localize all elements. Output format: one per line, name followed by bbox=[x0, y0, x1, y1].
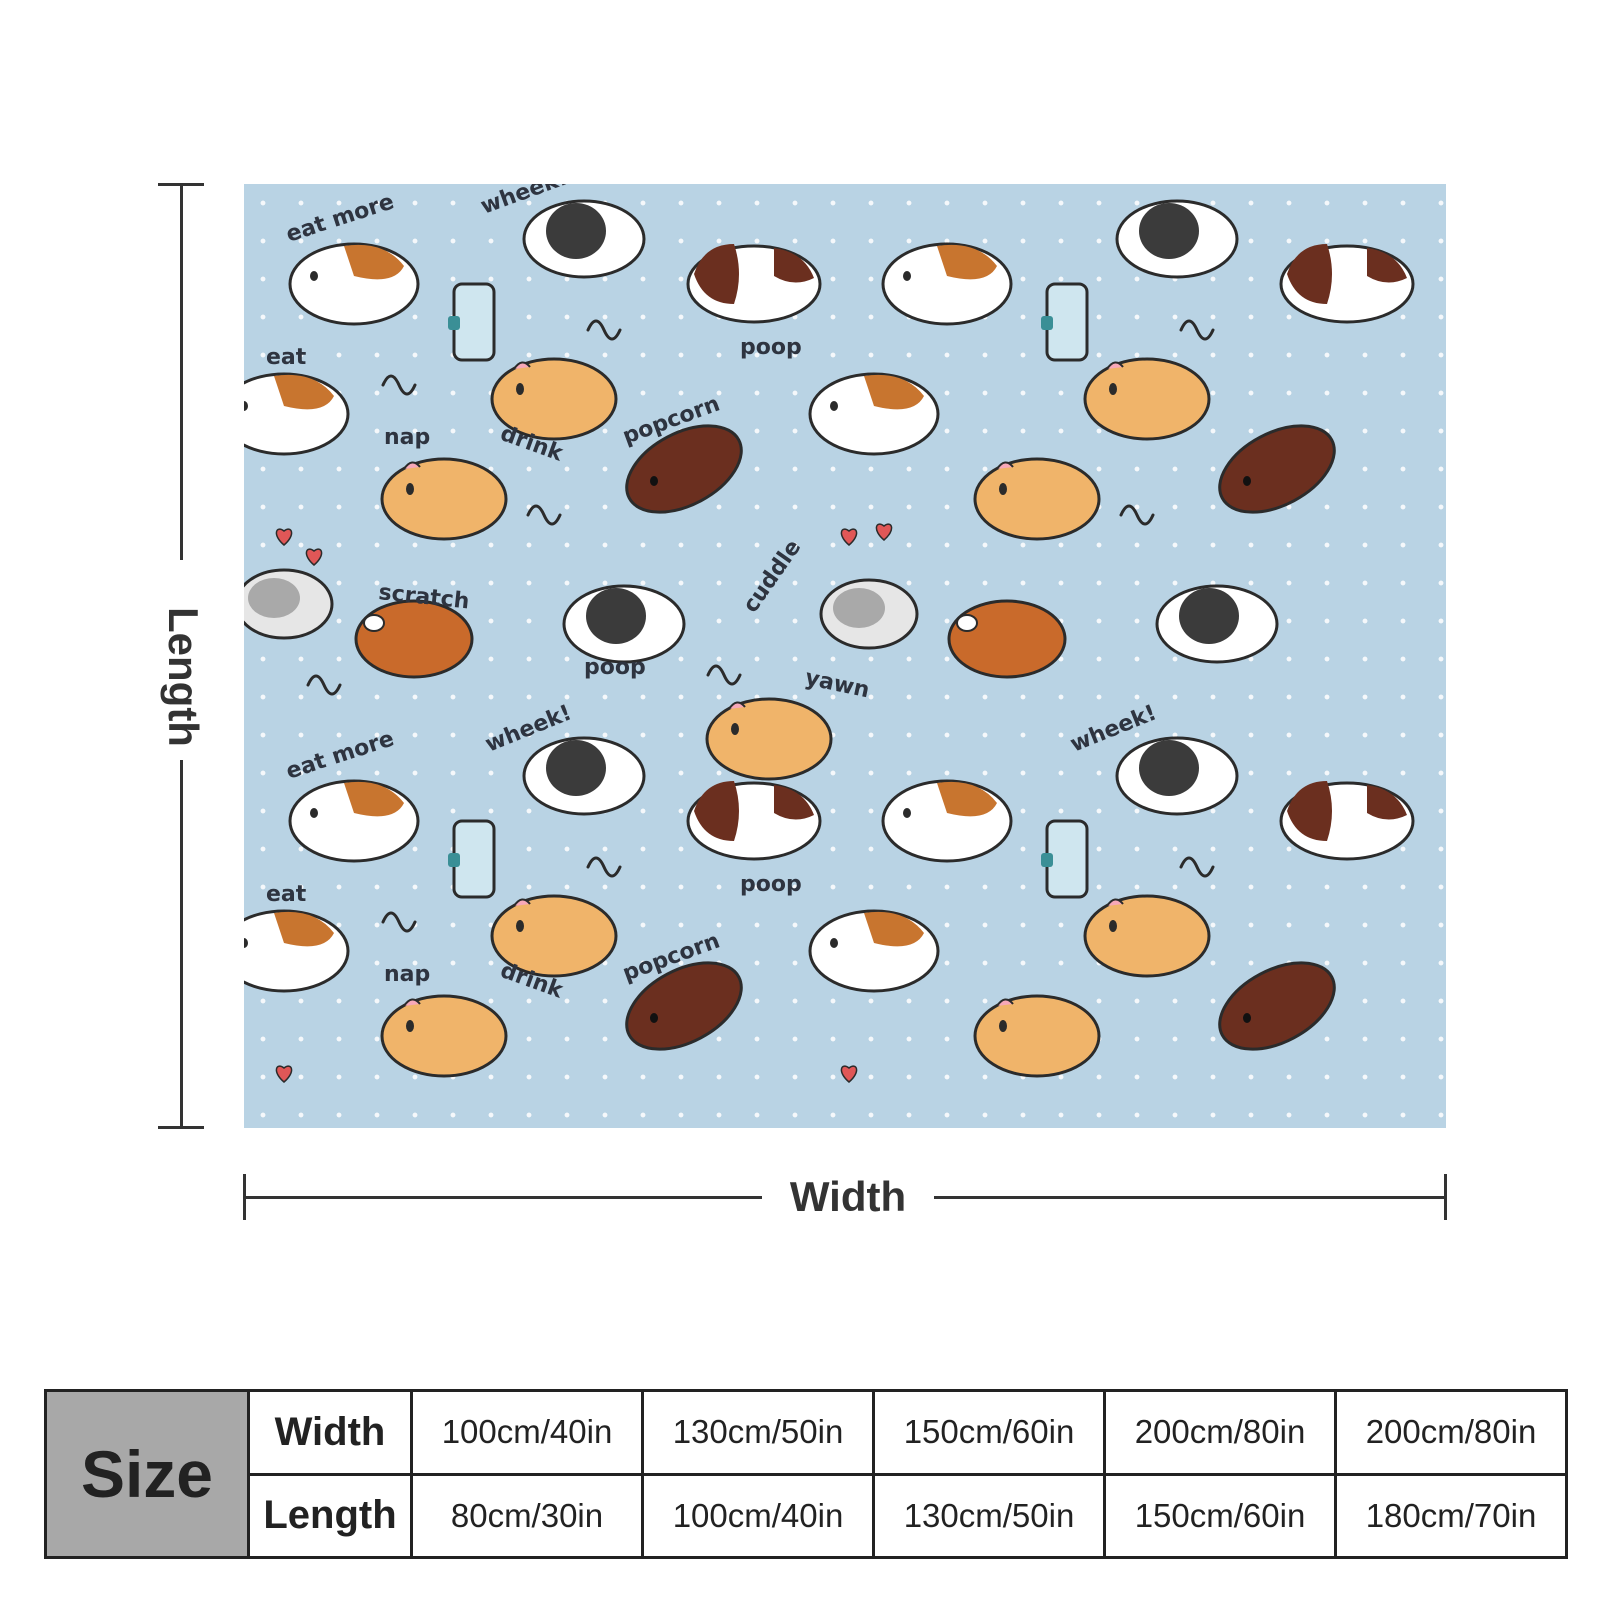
length-value: 180cm/70in bbox=[1334, 1472, 1568, 1559]
pattern-tile-right bbox=[881, 199, 1415, 679]
width-value: 130cm/50in bbox=[641, 1389, 875, 1476]
pattern-word: eat more bbox=[283, 726, 397, 784]
length-value: 100cm/40in bbox=[641, 1472, 875, 1559]
width-row-label: Width bbox=[247, 1389, 413, 1476]
size-table: Size Width 100cm/40in 130cm/50in 150cm/6… bbox=[44, 1389, 1568, 1559]
guinea-pig-pattern: eat more wheek! poop eat nap drink popco… bbox=[244, 184, 1415, 1083]
pattern-word: poop bbox=[584, 655, 646, 680]
pattern-word: yawn bbox=[803, 665, 872, 703]
width-value: 200cm/80in bbox=[1334, 1389, 1568, 1476]
pattern-tile-bottom-right bbox=[881, 736, 1415, 1078]
length-label: Length bbox=[160, 607, 207, 747]
size-header: Size bbox=[44, 1389, 250, 1559]
width-value: 200cm/80in bbox=[1103, 1389, 1337, 1476]
pattern-word: nap bbox=[384, 962, 430, 987]
length-row-label: Length bbox=[247, 1472, 413, 1559]
width-label: Width bbox=[789, 1173, 907, 1220]
pattern-word: eat more bbox=[283, 189, 397, 247]
size-table-row-width: Size Width 100cm/40in 130cm/50in 150cm/6… bbox=[44, 1389, 1568, 1559]
pattern-word: nap bbox=[384, 425, 430, 450]
blanket-pattern-image: eat more wheek! poop eat nap drink popco… bbox=[244, 184, 1446, 1128]
width-value: 150cm/60in bbox=[872, 1389, 1106, 1476]
pattern-word: poop bbox=[740, 335, 802, 360]
pattern-word: eat bbox=[266, 345, 307, 370]
length-bottom-cap bbox=[158, 1126, 204, 1129]
width-dimension-line-right bbox=[934, 1196, 1446, 1199]
pattern-tile-bottom bbox=[244, 736, 940, 1083]
width-right-cap bbox=[1444, 1174, 1447, 1220]
length-value: 150cm/60in bbox=[1103, 1472, 1337, 1559]
width-dimension-line-left bbox=[244, 1196, 762, 1199]
length-value: 130cm/50in bbox=[872, 1472, 1106, 1559]
size-table-row-length: Length 80cm/30in 100cm/40in 130cm/50in 1… bbox=[46, 1472, 1568, 1559]
width-value: 100cm/40in bbox=[410, 1389, 644, 1476]
pattern-word: poop bbox=[740, 872, 802, 897]
pattern-word: eat bbox=[266, 882, 307, 907]
pattern-word: cuddle bbox=[738, 535, 806, 617]
length-value: 80cm/30in bbox=[410, 1472, 644, 1559]
